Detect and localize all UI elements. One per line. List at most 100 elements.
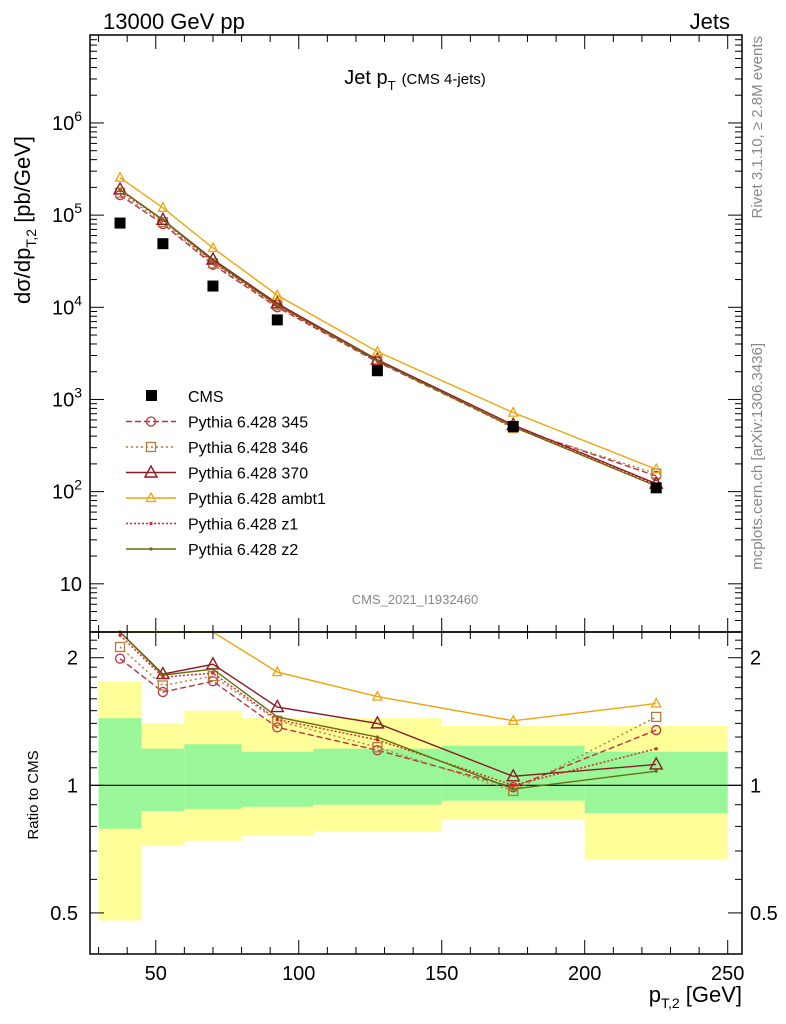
legend-label-ambt1: Pythia 6.428 ambt1 (188, 491, 326, 508)
point (371, 345, 383, 356)
series-p345 (114, 189, 662, 482)
point (507, 714, 519, 725)
ratio-y-tick-label-right: 2 (750, 648, 761, 670)
point (270, 699, 285, 713)
point (507, 406, 519, 417)
y-tick-label: 102 (52, 477, 82, 504)
x-tick-label: 150 (425, 963, 458, 985)
point (375, 738, 379, 742)
x-axis-label: pT,2 [GeV] (649, 982, 742, 1011)
point (654, 769, 658, 773)
point (375, 735, 379, 739)
upper-plot: 10 102 103 104 105 106 Jet pT (CMS 4-jets) CMS… (52, 34, 743, 633)
plot-title: Jet pT (CMS 4-jets) (344, 67, 485, 93)
point (207, 676, 219, 687)
point (511, 783, 515, 787)
rivet-label: Rivet 3.1.10, ≥ 2.8M events (749, 36, 766, 219)
x-tick-label: 250 (711, 963, 744, 985)
point (506, 768, 521, 782)
point (651, 711, 662, 723)
point (114, 641, 126, 653)
header-left: 13000 GeV pp (103, 9, 245, 34)
point (118, 633, 122, 637)
point (511, 787, 515, 791)
point (143, 464, 159, 478)
point (271, 288, 283, 300)
point (161, 673, 165, 677)
ratio-plot-frame (89, 631, 743, 955)
point (275, 715, 279, 719)
point (211, 671, 215, 675)
point (275, 717, 279, 722)
point (145, 491, 157, 503)
point (275, 303, 279, 307)
ratio-y-tick-label-right: 0.5 (750, 903, 778, 925)
ratio-plot: 50 100 150 200 250 0.5 0.5 1 1 2 2 Ratio to CMS (25, 630, 778, 985)
ratio-line (120, 631, 657, 722)
y-tick-label: 104 (52, 292, 82, 319)
data-point (507, 420, 519, 432)
point (650, 462, 662, 474)
band-inner (184, 744, 242, 809)
band-inner (441, 745, 585, 801)
point (651, 724, 662, 736)
data-point (157, 238, 169, 250)
ratio-y-tick-label: 1 (67, 775, 78, 797)
point (157, 201, 169, 212)
point (149, 547, 153, 551)
legend-label-p346: Pythia 6.428 346 (188, 440, 308, 457)
data-point (207, 280, 219, 292)
mcplots-label: mcplots.cern.ch [arXiv:1306.3436] (749, 343, 766, 570)
band-inner (141, 748, 185, 811)
ratio-series-z2 (118, 630, 658, 791)
svg-text:dσ/dpT,2 [pb/GeV]: dσ/dpT,2 [pb/GeV] (10, 136, 39, 304)
data-point (114, 217, 126, 229)
point (157, 680, 169, 691)
point (157, 686, 169, 698)
point (161, 218, 165, 222)
ratio-line (119, 658, 657, 788)
point (145, 416, 157, 427)
point (650, 697, 662, 708)
band-inner (241, 751, 314, 807)
point (370, 715, 385, 729)
series-line (119, 177, 657, 470)
ratio-y-tick-label-right: 1 (750, 775, 761, 797)
band-inner (584, 751, 728, 814)
series-p346 (114, 187, 662, 479)
legend-label-p345: Pythia 6.428 345 (188, 415, 308, 432)
data-point (271, 314, 283, 326)
ratio-y-axis-label: Ratio to CMS (25, 750, 42, 839)
point (112, 181, 128, 195)
data-point (650, 482, 662, 494)
point (149, 521, 153, 526)
point (372, 742, 383, 753)
header-right: Jets (690, 9, 730, 34)
x-tick-label: 50 (145, 963, 167, 985)
point (649, 756, 664, 770)
ratio-series-z1 (118, 633, 658, 787)
point (654, 747, 658, 751)
watermark: CMS_2021_I1932460 (352, 592, 479, 607)
point (145, 441, 157, 453)
upper-y-axis-label: dσ/dpT,2 [pb/GeV] (10, 136, 39, 304)
point (272, 722, 283, 733)
point (371, 690, 383, 701)
legend-label-cms: CMS (188, 389, 224, 406)
y-tick-label: 103 (52, 384, 82, 411)
band-inner (313, 748, 442, 805)
y-tick-label: 105 (52, 200, 82, 227)
point (271, 665, 283, 677)
x-tick-label: 200 (568, 963, 601, 985)
point (375, 359, 379, 363)
x-tick-label: 100 (282, 963, 315, 985)
point (211, 667, 215, 671)
point (211, 259, 215, 263)
data-point (371, 365, 383, 377)
point (114, 171, 126, 182)
point (207, 241, 219, 253)
legend-marker-cms (146, 390, 157, 401)
y-tick-label: 106 (52, 108, 82, 135)
series-ambt1 (114, 171, 662, 474)
